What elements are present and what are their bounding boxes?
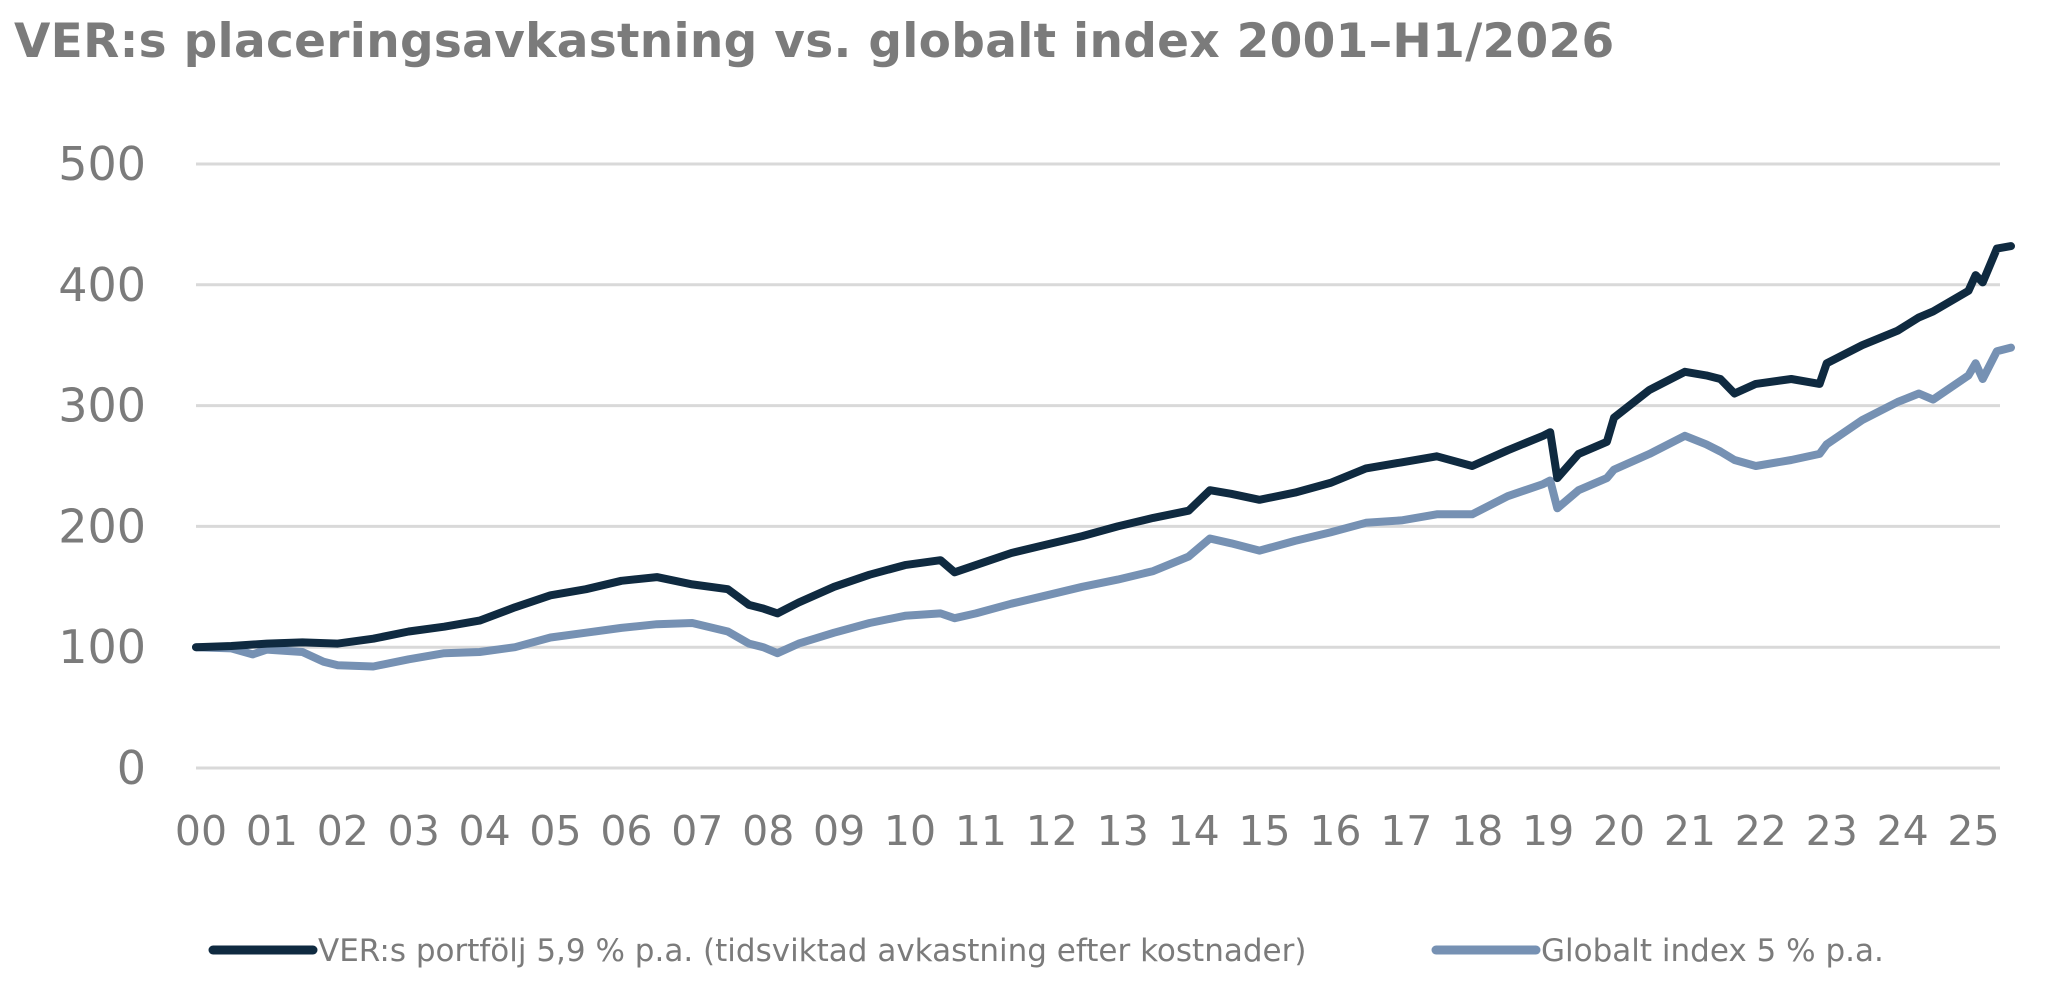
x-tick-label-07: 07 — [671, 807, 723, 855]
x-tick-label-23: 23 — [1806, 807, 1858, 855]
x-tick-label-05: 05 — [529, 807, 581, 855]
y-tick-label-300: 300 — [58, 379, 146, 433]
x-tick-label-18: 18 — [1451, 807, 1503, 855]
x-tick-label-03: 03 — [388, 807, 440, 855]
x-tick-label-06: 06 — [600, 807, 652, 855]
y-axis-labels: 0 100 200 300 400 500 — [58, 137, 146, 795]
x-tick-label-12: 12 — [1026, 807, 1078, 855]
x-tick-label-24: 24 — [1877, 807, 1929, 855]
x-tick-label-01: 01 — [246, 807, 298, 855]
x-tick-label-22: 22 — [1735, 807, 1787, 855]
x-tick-label-21: 21 — [1664, 807, 1716, 855]
chart-title: VER:s placeringsavkastning vs. globalt i… — [14, 14, 1615, 69]
y-tick-label-100: 100 — [58, 620, 146, 674]
x-tick-label-04: 04 — [459, 807, 511, 855]
x-tick-label-02: 02 — [317, 807, 369, 855]
x-tick-label-19: 19 — [1522, 807, 1574, 855]
x-tick-label-15: 15 — [1238, 807, 1290, 855]
data-series — [192, 242, 2015, 671]
x-axis-labels: 00 01 02 03 04 05 06 07 08 09 10 11 12 13 14 15 16 17 18 19… — [175, 807, 2000, 855]
x-tick-label-17: 17 — [1380, 807, 1432, 855]
x-tick-label-20: 20 — [1593, 807, 1645, 855]
x-tick-label-25: 25 — [1947, 807, 1999, 855]
x-tick-label-08: 08 — [742, 807, 794, 855]
x-tick-label-16: 16 — [1309, 807, 1361, 855]
x-tick-label-14: 14 — [1168, 807, 1220, 855]
x-tick-label-00: 00 — [175, 807, 227, 855]
y-tick-label-500: 500 — [58, 137, 146, 191]
grid-lines — [196, 162, 2000, 770]
y-tick-label-200: 200 — [58, 499, 146, 553]
legend-label-globalt-index: Globalt index 5 % p.a. — [1541, 933, 1884, 969]
x-tick-label-11: 11 — [955, 807, 1007, 855]
legend-label-ver-portfolj: VER:s portfölj 5,9 % p.a. (tidsviktad av… — [318, 933, 1306, 969]
x-tick-label-09: 09 — [813, 807, 865, 855]
x-tick-label-10: 10 — [884, 807, 936, 855]
series-globalt-index-line — [192, 343, 2015, 671]
y-tick-label-400: 400 — [58, 258, 146, 312]
legend: VER:s portfölj 5,9 % p.a. (tidsviktad av… — [208, 933, 1884, 969]
y-tick-label-0: 0 — [117, 741, 146, 795]
x-tick-label-13: 13 — [1097, 807, 1149, 855]
series-ver-portfolj-line — [192, 242, 2015, 652]
